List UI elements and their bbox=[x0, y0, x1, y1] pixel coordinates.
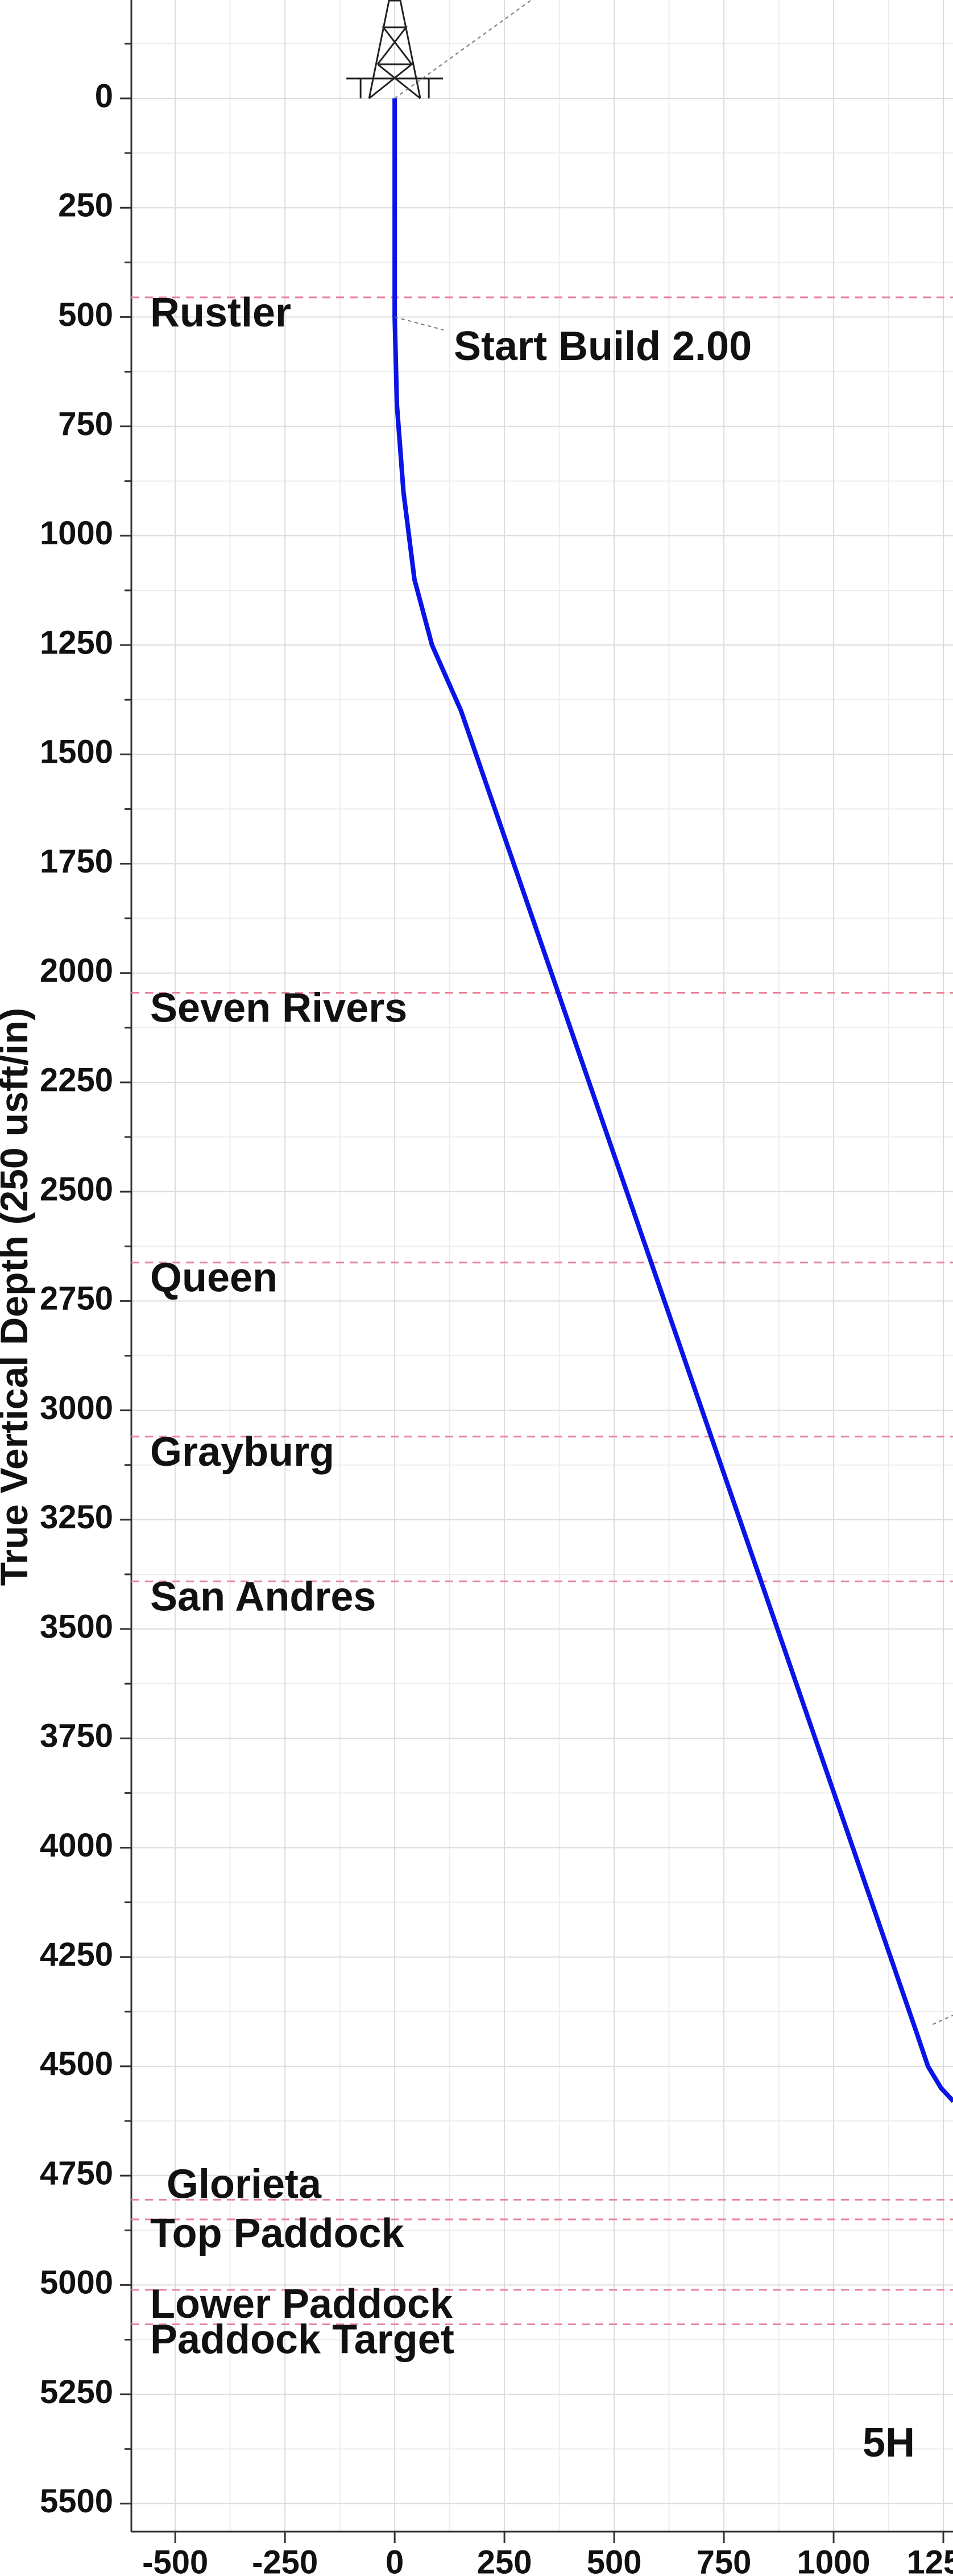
y-tick-label: 1500 bbox=[40, 734, 113, 771]
y-tick-label: 4500 bbox=[40, 2045, 113, 2082]
y-tick-label: 5250 bbox=[40, 2374, 113, 2410]
x-tick-label: -250 bbox=[252, 2544, 318, 2576]
y-tick-label: 2500 bbox=[40, 1171, 113, 1208]
y-tick-label: 250 bbox=[58, 187, 113, 224]
annotation-leader bbox=[395, 317, 444, 330]
rig-leader bbox=[395, 0, 537, 98]
y-tick-label: -250 bbox=[47, 0, 113, 5]
y-tick-label: 4000 bbox=[40, 1827, 113, 1864]
y-tick-label: 0 bbox=[95, 77, 113, 114]
series-label: 5H bbox=[863, 2420, 915, 2466]
formation-label: Seven Rivers bbox=[150, 985, 407, 1031]
y-tick-label: 5500 bbox=[40, 2483, 113, 2520]
y-tick-label: 2250 bbox=[40, 1061, 113, 1098]
formation-label: San Andres bbox=[150, 1574, 376, 1619]
y-tick-label: 3000 bbox=[40, 1390, 113, 1426]
formation-label: Grayburg bbox=[150, 1429, 334, 1475]
formation-label: Top Paddock bbox=[150, 2211, 405, 2256]
x-tick-label: 250 bbox=[477, 2544, 532, 2576]
y-tick-label: 1750 bbox=[40, 843, 113, 880]
formation-label: Queen bbox=[150, 1255, 277, 1301]
y-tick-label: 3750 bbox=[40, 1718, 113, 1755]
x-tick-label: 1000 bbox=[797, 2544, 871, 2576]
formation-label: Paddock Target bbox=[150, 2317, 454, 2363]
x-tick-label: -500 bbox=[142, 2544, 208, 2576]
x-tick-label: 500 bbox=[587, 2544, 642, 2576]
y-tick-label: 2750 bbox=[40, 1280, 113, 1317]
y-tick-label: 750 bbox=[58, 406, 113, 443]
well-path bbox=[395, 98, 953, 2101]
y-axis-title: True Vertical Depth (250 usft/in) bbox=[0, 1008, 36, 1586]
y-tick-label: 5000 bbox=[40, 2264, 113, 2301]
formation-label: Glorieta bbox=[167, 2161, 322, 2207]
x-tick-label: 1250 bbox=[907, 2544, 953, 2576]
y-tick-label: 4250 bbox=[40, 1936, 113, 1973]
y-tick-label: 4750 bbox=[40, 2155, 113, 2192]
chart: True Vertical Depth (250 usft/in) -500 -2… bbox=[0, 0, 953, 2576]
y-tick-label: 2000 bbox=[40, 952, 113, 989]
y-tick-label: 500 bbox=[58, 296, 113, 333]
formation-label: Rustler bbox=[150, 290, 291, 336]
x-tick-label: 750 bbox=[697, 2544, 752, 2576]
x-tick-label: 0 bbox=[386, 2544, 404, 2576]
y-tick-label: 3250 bbox=[40, 1499, 113, 1536]
y-tick-label: 1250 bbox=[40, 624, 113, 661]
y-tick-label: 3500 bbox=[40, 1608, 113, 1645]
annotation: Start Build 2.00 bbox=[454, 324, 752, 369]
y-tick-label: 1000 bbox=[40, 515, 113, 552]
